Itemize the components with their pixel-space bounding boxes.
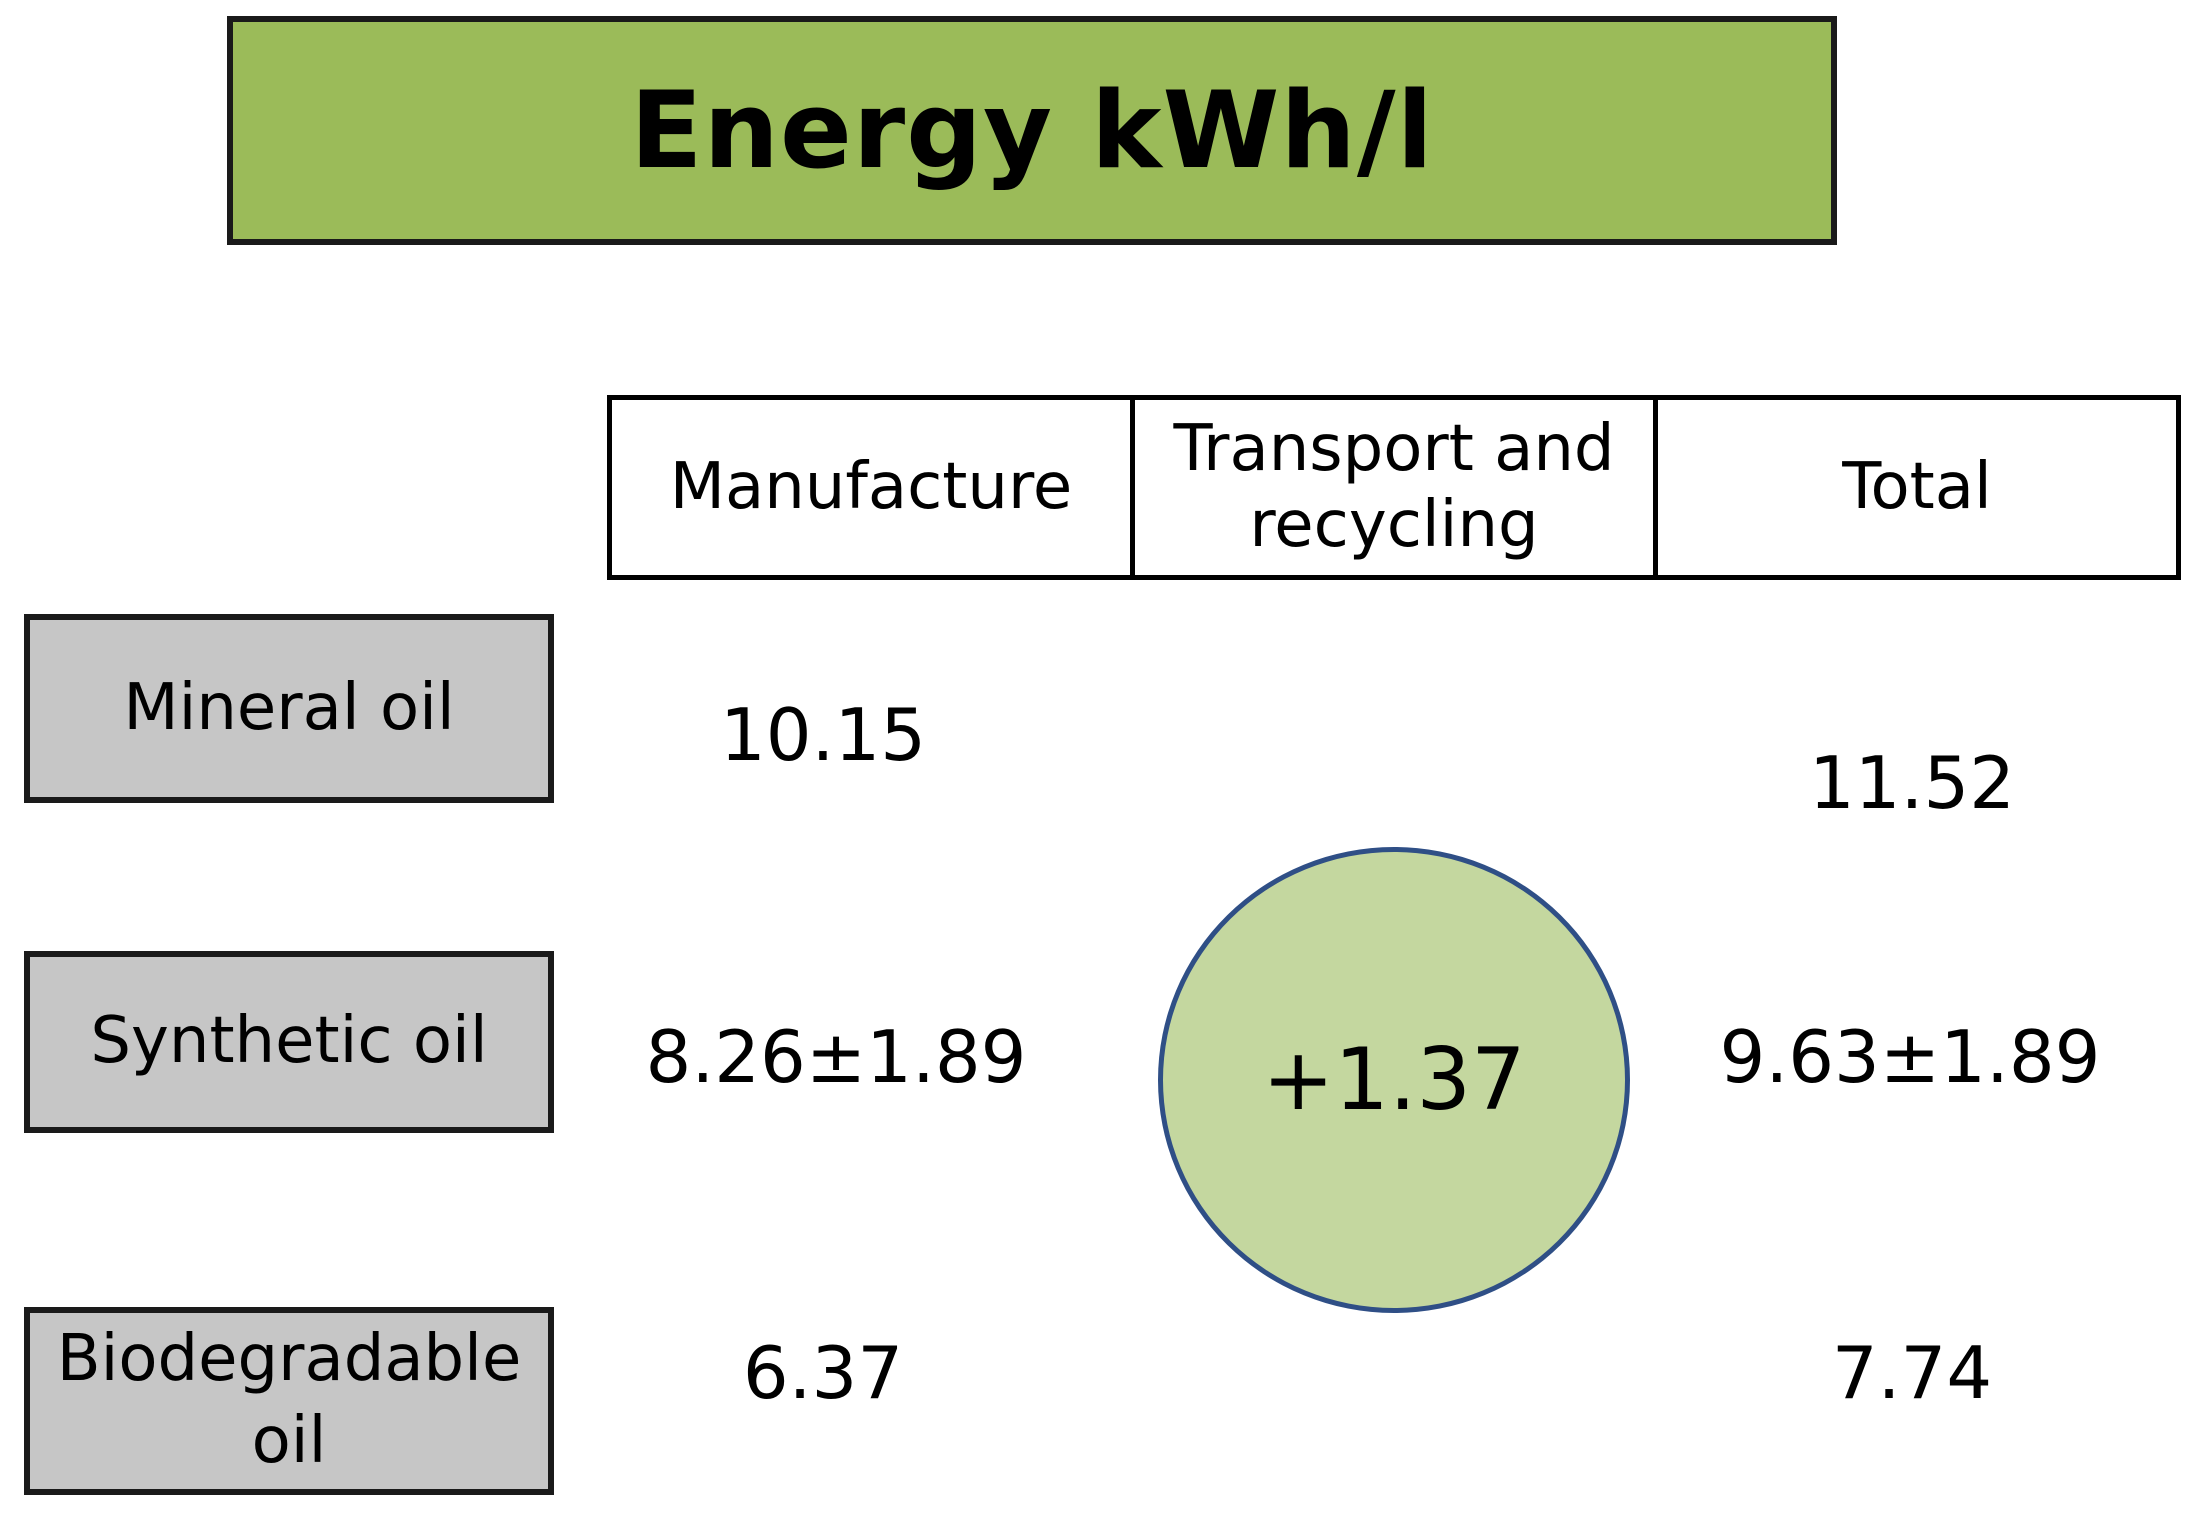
diagram-title: Energy kWh/l bbox=[630, 69, 1434, 192]
column-header-label: Total bbox=[1842, 449, 1992, 524]
total-value-mineral-oil: 11.52 bbox=[1808, 741, 2016, 825]
column-header-label: Manufacture bbox=[669, 449, 1073, 524]
row-label-text: Mineral oil bbox=[123, 670, 455, 745]
column-header-label: Transport and recycling bbox=[1173, 411, 1615, 562]
transport-recycling-value: +1.37 bbox=[1262, 1030, 1526, 1130]
title-box: Energy kWh/l bbox=[227, 16, 1837, 245]
manufacture-value-biodegradable-oil: 6.37 bbox=[742, 1331, 904, 1415]
total-value-biodegradable-oil: 7.74 bbox=[1831, 1331, 1993, 1415]
row-label-text: Biodegradable oil bbox=[56, 1322, 522, 1478]
row-label-mineral-oil: Mineral oil bbox=[24, 614, 554, 803]
manufacture-value-synthetic-oil: 8.26±1.89 bbox=[645, 1015, 1027, 1099]
row-label-synthetic-oil: Synthetic oil bbox=[24, 951, 554, 1133]
transport-recycling-circle: +1.37 bbox=[1158, 847, 1630, 1313]
column-header-transport: Transport and recycling bbox=[1130, 395, 1658, 580]
row-label-biodegradable-oil: Biodegradable oil bbox=[24, 1307, 554, 1495]
column-header-total: Total bbox=[1653, 395, 2181, 580]
row-label-text: Synthetic oil bbox=[90, 1004, 488, 1079]
column-header-manufacture: Manufacture bbox=[607, 395, 1135, 580]
total-value-synthetic-oil: 9.63±1.89 bbox=[1719, 1015, 2101, 1099]
manufacture-value-mineral-oil: 10.15 bbox=[719, 693, 927, 777]
